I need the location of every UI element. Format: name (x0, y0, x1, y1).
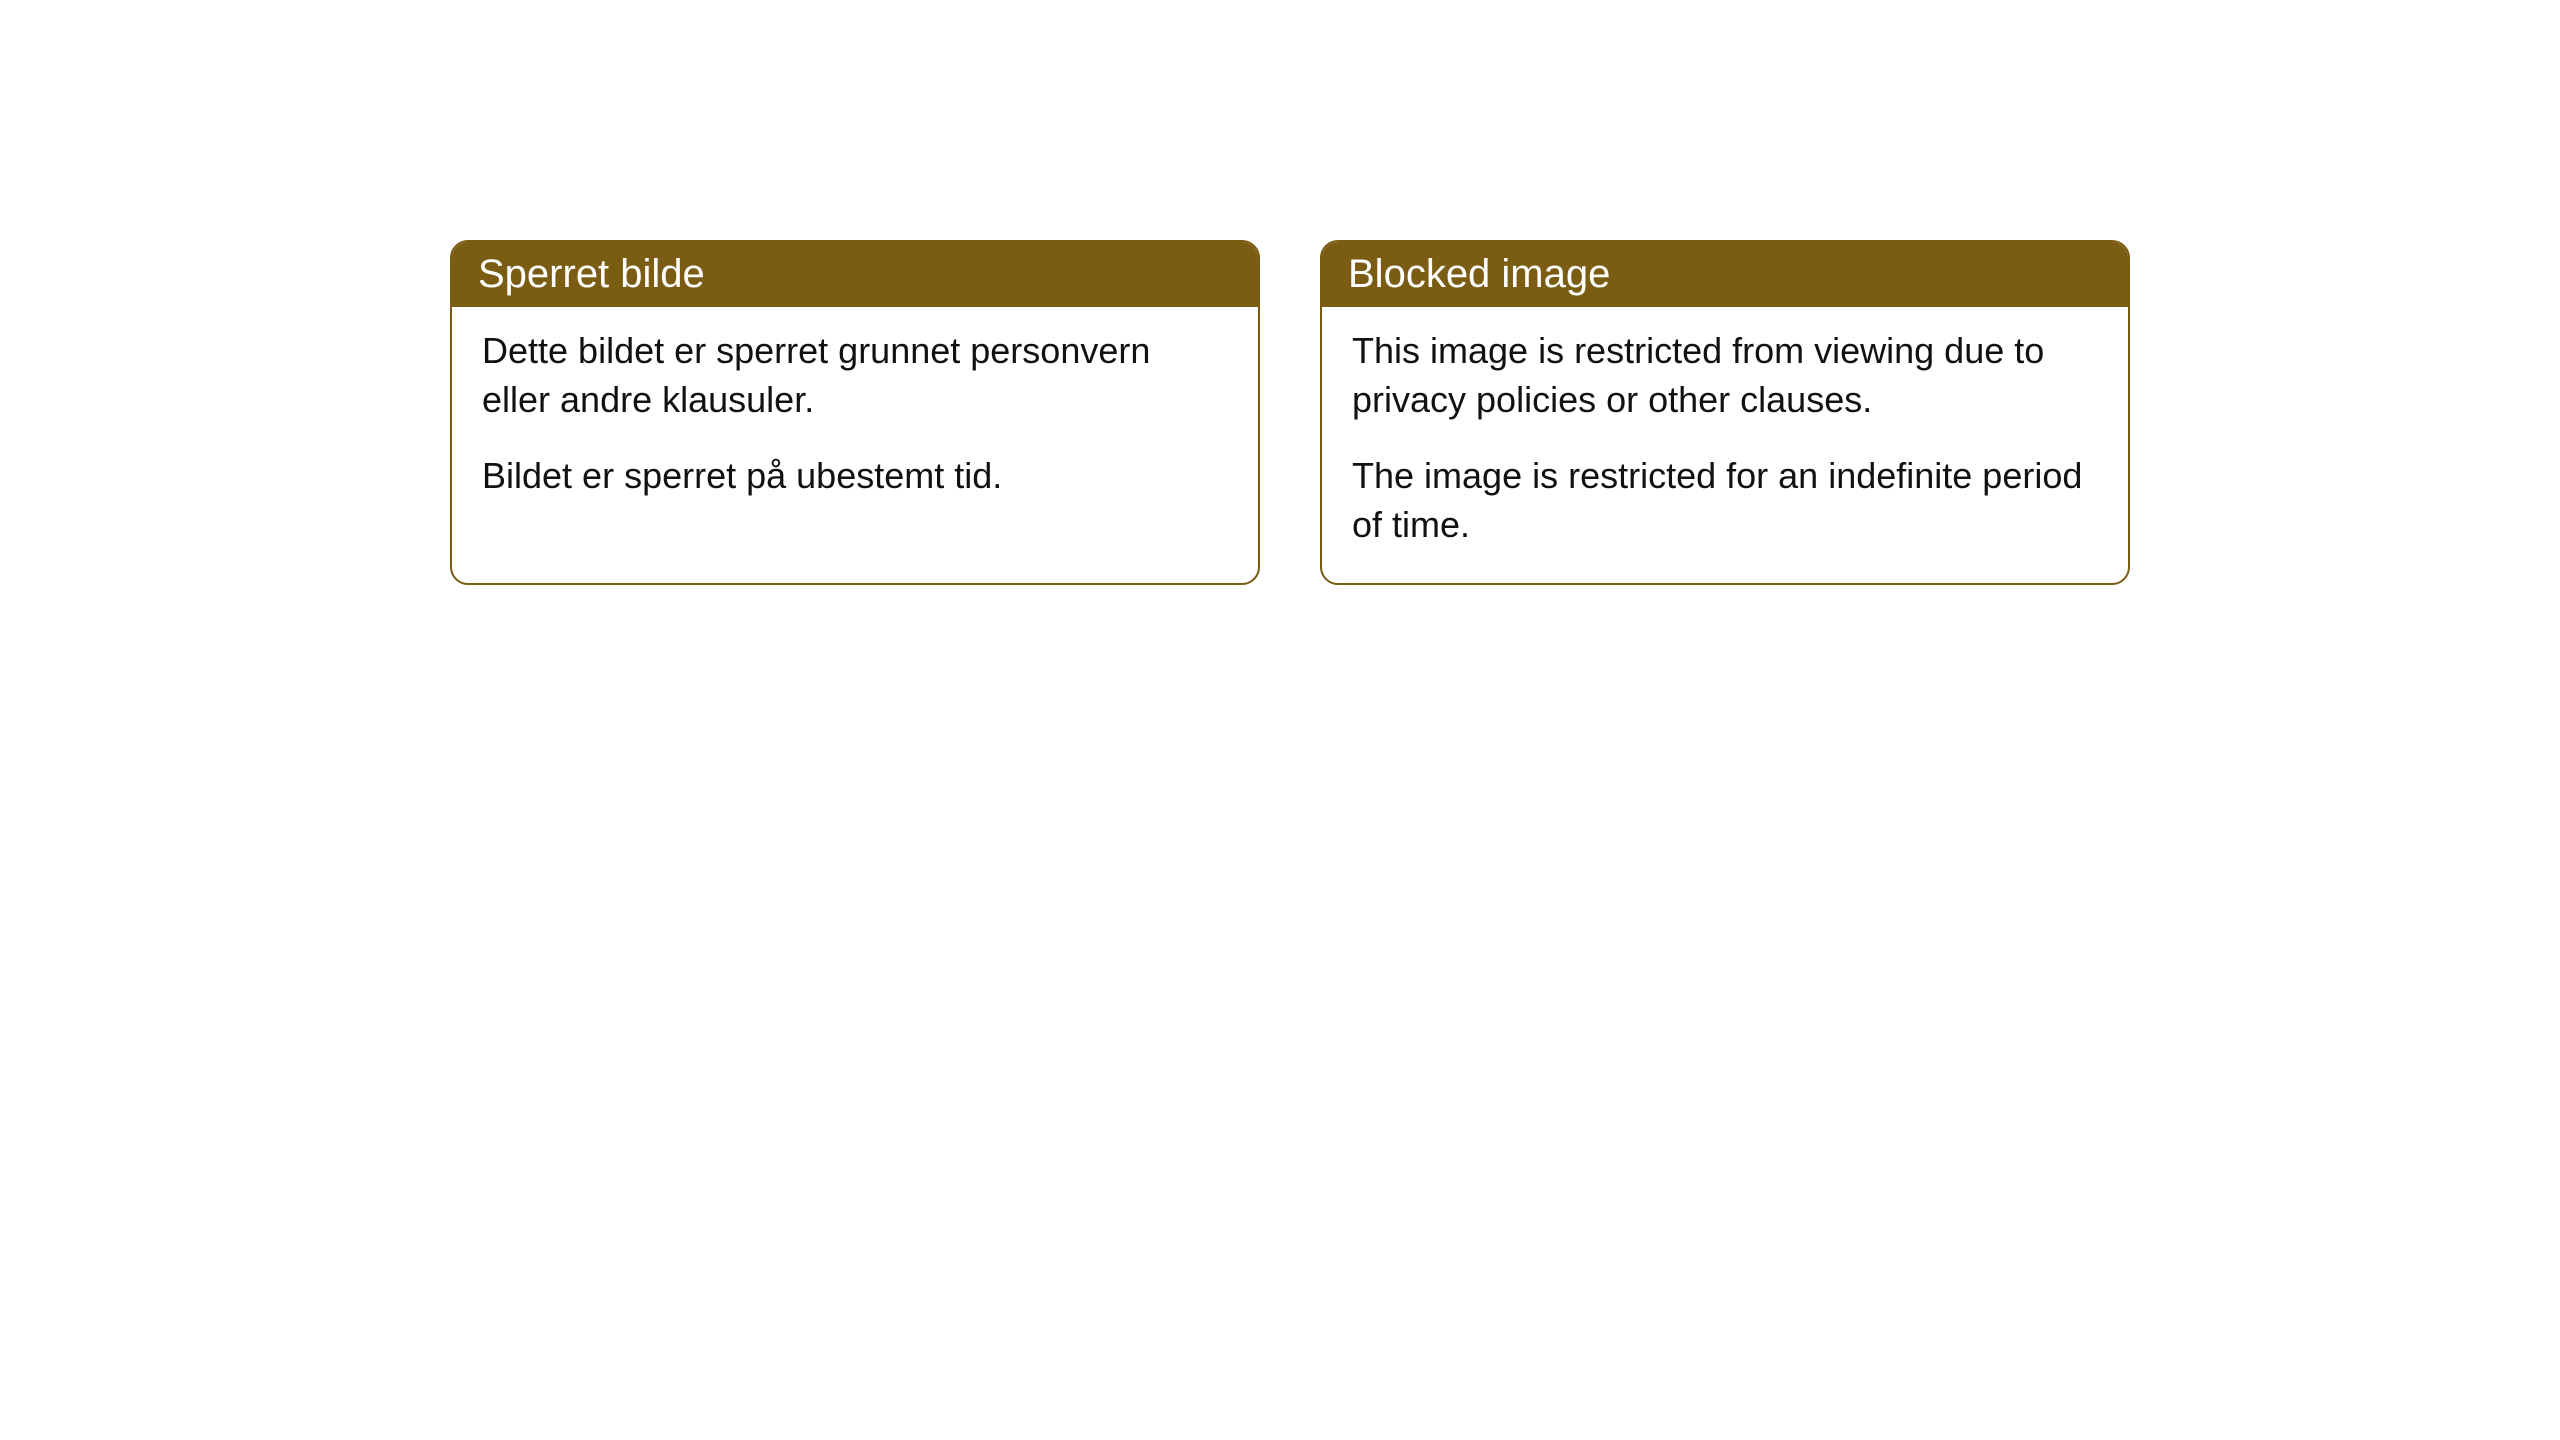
card-title: Blocked image (1348, 252, 1610, 296)
card-paragraph: This image is restricted from viewing du… (1352, 327, 2098, 424)
card-header-english: Blocked image (1322, 242, 2128, 307)
card-paragraph: The image is restricted for an indefinit… (1352, 452, 2098, 549)
card-body-norwegian: Dette bildet er sperret grunnet personve… (452, 307, 1258, 535)
card-paragraph: Dette bildet er sperret grunnet personve… (482, 327, 1228, 424)
notice-card-norwegian: Sperret bilde Dette bildet er sperret gr… (450, 240, 1260, 585)
notice-card-english: Blocked image This image is restricted f… (1320, 240, 2130, 585)
card-body-english: This image is restricted from viewing du… (1322, 307, 2128, 583)
card-paragraph: Bildet er sperret på ubestemt tid. (482, 452, 1228, 501)
notice-cards-container: Sperret bilde Dette bildet er sperret gr… (0, 0, 2560, 585)
card-title: Sperret bilde (478, 252, 705, 296)
card-header-norwegian: Sperret bilde (452, 242, 1258, 307)
